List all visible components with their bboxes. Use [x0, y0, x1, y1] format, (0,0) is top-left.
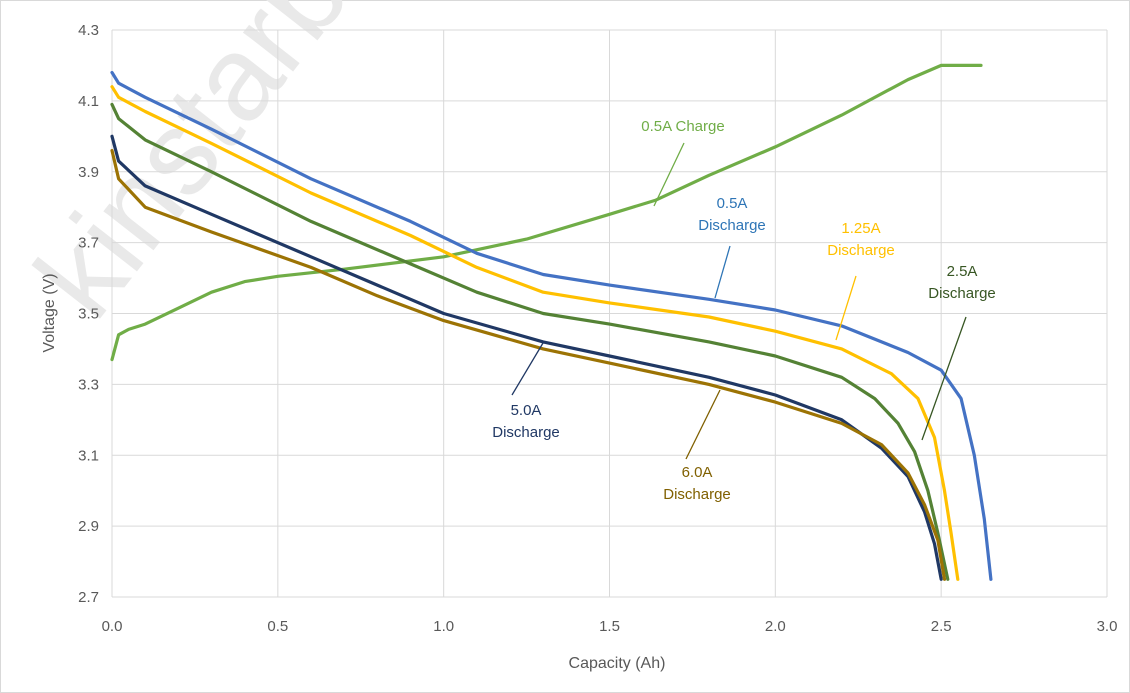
- x-tick-label: 1.0: [433, 618, 454, 635]
- series-layer: [110, 63, 993, 581]
- annotation-label-discharge-1_25a: 1.25A Discharge: [827, 220, 895, 259]
- annotation-leader-discharge-5_0a: [511, 342, 544, 396]
- annotation-line: 0.5A Charge: [641, 118, 724, 135]
- series-line-charge-0_5a: [110, 63, 983, 362]
- x-tick-label: 2.0: [765, 618, 786, 635]
- annotation-line: 1.25A: [841, 220, 880, 237]
- y-tick-label: 4.1: [78, 93, 99, 110]
- series-line-discharge-0_5a: [110, 70, 993, 581]
- annotation-line: 5.0A: [511, 402, 542, 419]
- annotation-line: 6.0A: [682, 464, 713, 481]
- annotation-line: Discharge: [928, 285, 996, 302]
- y-axis-title: Voltage (V): [41, 273, 58, 352]
- series-line-discharge-1_25a: [110, 85, 960, 581]
- y-tick-label: 2.7: [78, 589, 99, 606]
- x-tick-label: 1.5: [599, 618, 620, 635]
- x-tick-label: 2.5: [931, 618, 952, 635]
- annotation-line: Discharge: [698, 217, 766, 234]
- annotation-label-discharge-2_5a: 2.5A Discharge: [928, 263, 996, 302]
- tick-labels: 2.7 2.9 3.1 3.3 3.5 3.7 3.9 4.1 4.3 0.0 0.5 1.0 1.5 2…: [78, 22, 1117, 635]
- annotation-label-discharge-6_0a: 6.0A Discharge: [663, 464, 731, 503]
- annotation-line: Discharge: [492, 424, 560, 441]
- y-tick-label: 3.1: [78, 447, 99, 464]
- annotation-label-charge-0_5a: 0.5A Charge: [641, 118, 724, 135]
- annotation-label-discharge-0_5a: 0.5A Discharge: [698, 195, 766, 234]
- x-tick-label: 0.5: [267, 618, 288, 635]
- series-line-discharge-6_0a: [110, 148, 947, 581]
- series-line-discharge-2_5a: [110, 102, 950, 581]
- annotation-leader-discharge-0_5a: [714, 245, 731, 299]
- annotation-leader-discharge-1_25a: [835, 275, 857, 341]
- annotation-line: 0.5A: [717, 195, 748, 212]
- x-tick-label: 3.0: [1097, 618, 1118, 635]
- annotation-line: Discharge: [663, 486, 731, 503]
- x-axis-title: Capacity (Ah): [569, 655, 666, 672]
- annotation-leader-discharge-2_5a: [921, 316, 967, 441]
- y-tick-label: 4.3: [78, 22, 99, 39]
- x-tick-label: 0.0: [102, 618, 123, 635]
- annotation-line: 2.5A: [947, 263, 978, 280]
- annotation-leader-charge-0_5a: [653, 142, 685, 207]
- y-tick-label: 2.9: [78, 518, 99, 535]
- series-line-discharge-5_0a: [110, 134, 943, 581]
- annotation-leader-discharge-6_0a: [685, 389, 721, 460]
- y-tick-label: 3.3: [78, 376, 99, 393]
- annotation-line: Discharge: [827, 242, 895, 259]
- y-tick-label: 3.9: [78, 164, 99, 181]
- y-tick-label: 3.5: [78, 306, 99, 323]
- annotation-label-discharge-5_0a: 5.0A Discharge: [492, 402, 560, 441]
- y-tick-label: 3.7: [78, 235, 99, 252]
